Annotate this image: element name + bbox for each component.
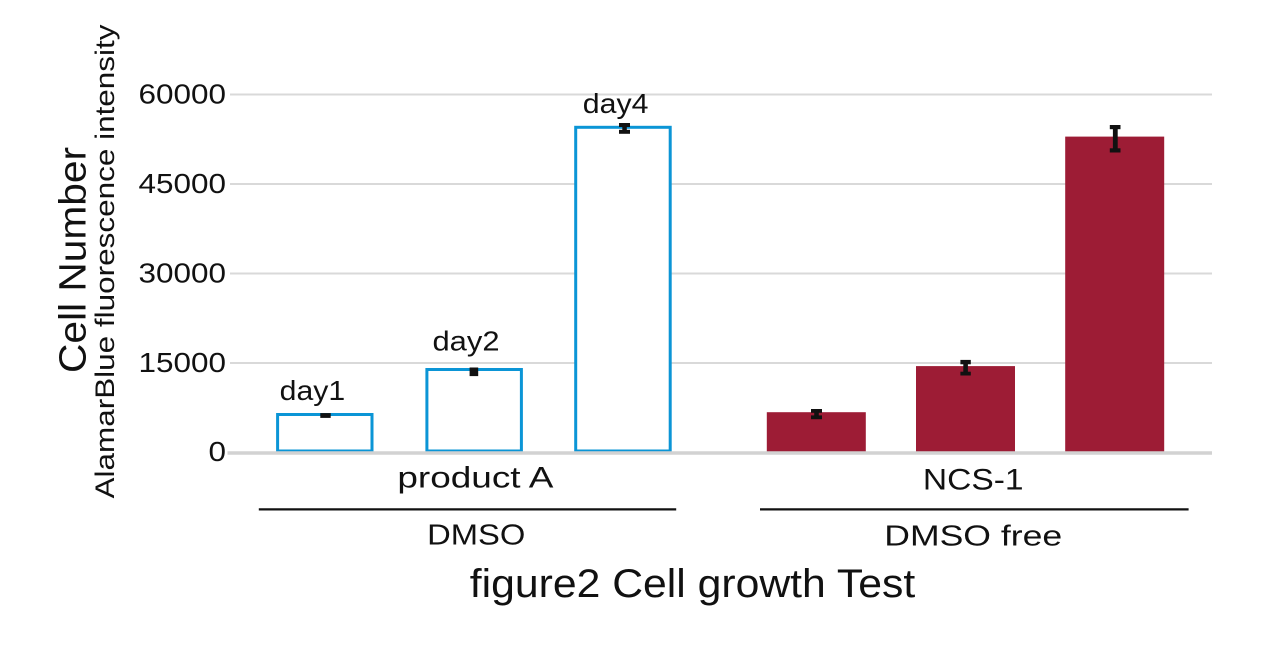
svg-text:DMSO free: DMSO free — [884, 521, 1062, 553]
svg-text:Cell Number: Cell Number — [53, 147, 95, 373]
svg-text:45000: 45000 — [139, 168, 227, 199]
svg-text:30000: 30000 — [139, 258, 227, 289]
svg-text:product A: product A — [397, 462, 553, 495]
svg-text:figure2 Cell growth Test: figure2 Cell growth Test — [470, 562, 915, 606]
svg-text:AlamarBlue fluorescence intens: AlamarBlue fluorescence intensity — [90, 24, 120, 499]
svg-text:60000: 60000 — [139, 79, 227, 110]
svg-text:day2: day2 — [433, 325, 500, 356]
svg-text:15000: 15000 — [139, 347, 227, 378]
svg-text:0: 0 — [209, 436, 227, 467]
svg-text:day4: day4 — [583, 88, 649, 119]
svg-text:NCS-1: NCS-1 — [923, 463, 1024, 496]
svg-text:DMSO: DMSO — [427, 519, 525, 551]
svg-text:day1: day1 — [280, 375, 346, 406]
